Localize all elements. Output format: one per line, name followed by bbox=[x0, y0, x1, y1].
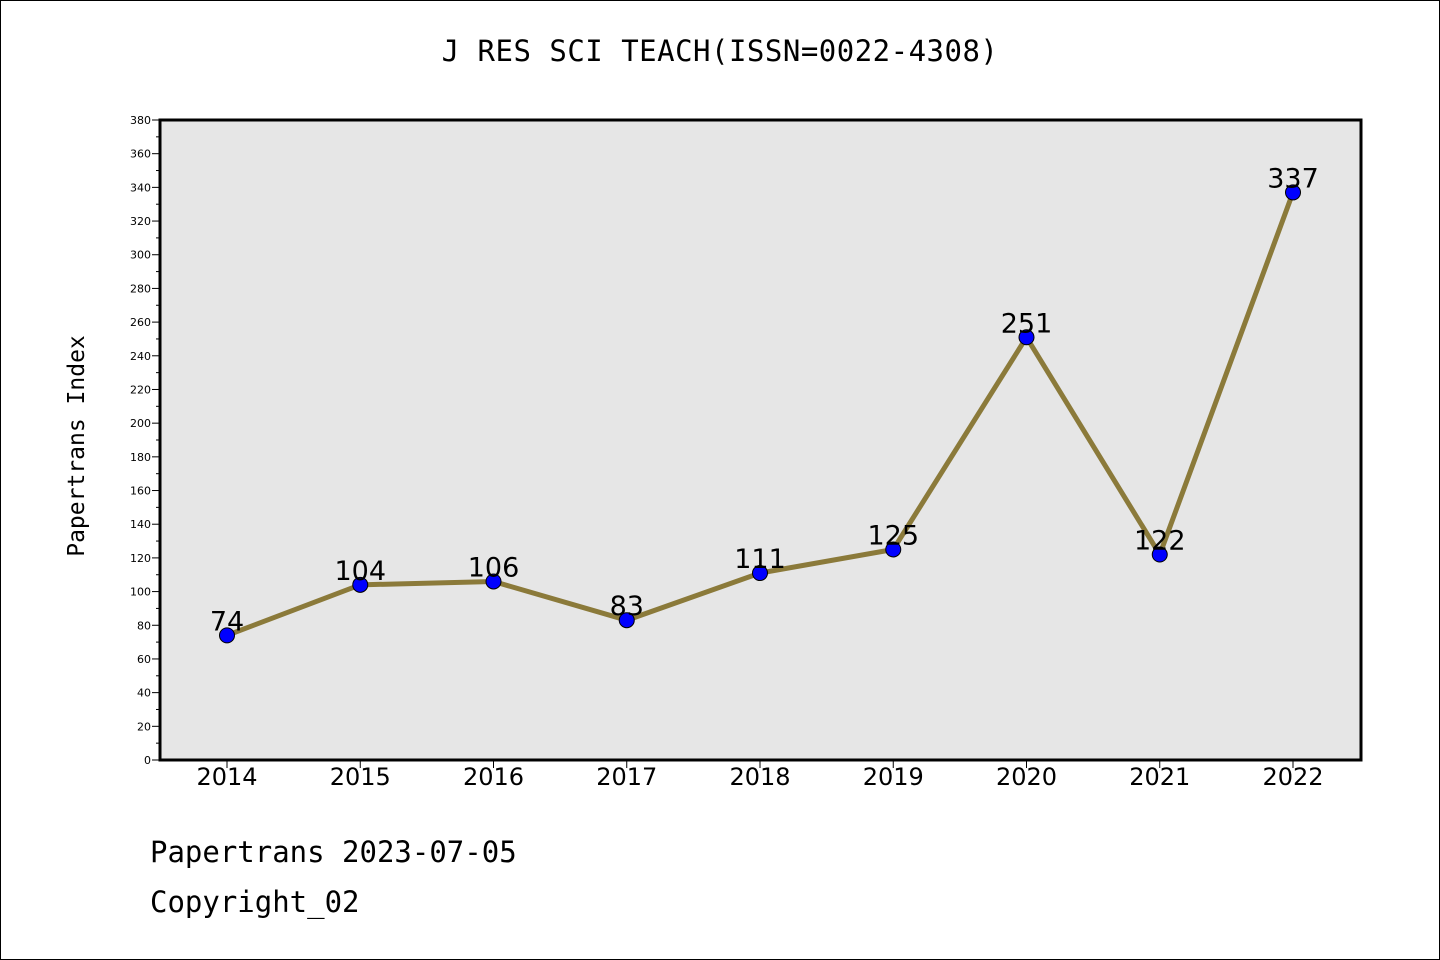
data-label: 83 bbox=[610, 591, 644, 622]
y-tick-label: 260 bbox=[130, 316, 151, 329]
data-label: 251 bbox=[1001, 308, 1053, 339]
data-point bbox=[1018, 329, 1035, 346]
data-point bbox=[885, 541, 902, 558]
data-label: 122 bbox=[1134, 526, 1186, 557]
data-label: 337 bbox=[1267, 163, 1319, 194]
y-tick-label: 340 bbox=[130, 181, 151, 194]
y-tick-label: 120 bbox=[130, 552, 151, 565]
data-labels: 74 104 106 83 111 125 251 122 337 bbox=[210, 163, 1319, 637]
y-axis: 0 20 40 60 80 100 120 140 160 180 200 220 240 260 280 3… bbox=[130, 114, 160, 767]
series-layer bbox=[219, 184, 1301, 644]
x-tick-label: 2019 bbox=[863, 763, 924, 791]
data-point bbox=[485, 573, 502, 590]
y-tick-label: 140 bbox=[130, 518, 151, 531]
data-label: 106 bbox=[468, 552, 520, 583]
y-tick-label: 40 bbox=[137, 687, 151, 700]
y-tick-label: 160 bbox=[130, 485, 151, 498]
y-tick-label: 80 bbox=[137, 619, 151, 632]
y-tick-label: 240 bbox=[130, 350, 151, 363]
data-point bbox=[618, 612, 635, 629]
y-tick-label: 220 bbox=[130, 383, 151, 396]
data-label: 74 bbox=[210, 606, 244, 637]
y-tick-label: 360 bbox=[130, 148, 151, 161]
data-point bbox=[219, 627, 235, 644]
y-tick-label: 280 bbox=[130, 282, 151, 295]
chart-title: J RES SCI TEACH(ISSN=0022-4308) bbox=[441, 34, 999, 68]
data-label: 104 bbox=[334, 556, 386, 587]
data-point bbox=[352, 576, 369, 593]
y-tick-label: 60 bbox=[137, 653, 151, 666]
data-label: 111 bbox=[734, 544, 786, 575]
y-tick-label: 380 bbox=[130, 114, 151, 127]
data-point bbox=[1151, 546, 1168, 563]
y-tick-label: 200 bbox=[130, 417, 151, 430]
x-tick-label: 2015 bbox=[330, 763, 391, 791]
y-tick-label: 320 bbox=[130, 215, 151, 228]
y-axis-title: Papertrans Index bbox=[64, 335, 90, 557]
x-tick-label: 2017 bbox=[596, 763, 657, 791]
x-tick-label: 2020 bbox=[996, 763, 1057, 791]
x-tick-label: 2014 bbox=[196, 763, 257, 791]
x-tick-label: 2016 bbox=[463, 763, 524, 791]
y-tick-label: 180 bbox=[130, 451, 151, 464]
y-tick-label: 0 bbox=[144, 754, 151, 767]
x-tick-label: 2021 bbox=[1129, 763, 1190, 791]
x-axis: 2014 2015 2016 2017 2018 2019 2020 2021 2022 bbox=[196, 760, 1324, 791]
footer-date: Papertrans 2023-07-05 bbox=[150, 835, 517, 869]
y-tick-label: 300 bbox=[130, 249, 151, 262]
x-tick-label: 2022 bbox=[1262, 763, 1323, 791]
data-label: 125 bbox=[867, 520, 919, 551]
data-point bbox=[752, 565, 768, 582]
x-tick-label: 2018 bbox=[729, 763, 790, 791]
data-point bbox=[1285, 184, 1301, 201]
footer-copyright: Copyright_02 bbox=[150, 885, 360, 919]
y-tick-label: 20 bbox=[137, 720, 151, 733]
plot-area bbox=[158, 118, 1363, 762]
y-tick-label: 100 bbox=[130, 586, 151, 599]
